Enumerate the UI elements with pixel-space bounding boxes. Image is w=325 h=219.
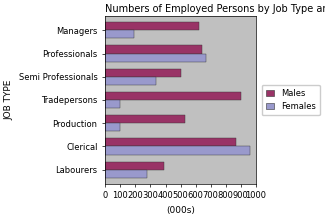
- Bar: [105, 30, 134, 38]
- Y-axis label: JOB TYPE: JOB TYPE: [4, 80, 13, 120]
- Bar: [105, 69, 181, 77]
- Bar: [105, 123, 120, 131]
- Legend: Males, Females: Males, Females: [262, 85, 320, 115]
- Bar: [105, 100, 120, 108]
- Bar: [105, 115, 185, 123]
- Bar: [105, 45, 202, 53]
- Bar: [105, 77, 156, 85]
- Text: Numbers of Employed Persons by Job Type and Sex, Australia, 2003: Numbers of Employed Persons by Job Type …: [105, 4, 325, 14]
- Bar: [105, 162, 164, 170]
- X-axis label: (000s): (000s): [166, 206, 195, 215]
- Bar: [105, 170, 148, 178]
- Bar: [105, 138, 236, 147]
- Bar: [105, 92, 241, 100]
- Bar: [105, 147, 250, 155]
- Bar: [105, 22, 199, 30]
- Bar: [105, 53, 206, 62]
